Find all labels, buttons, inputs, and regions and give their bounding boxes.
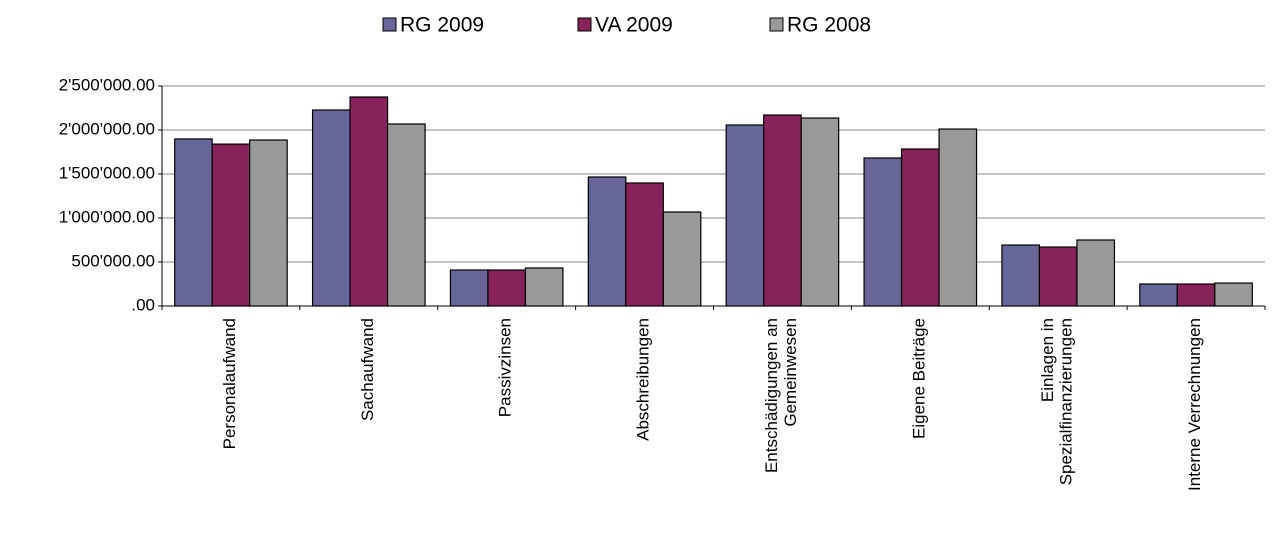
x-tick-label: Personalaufwand <box>220 318 239 449</box>
legend-label: RG 2008 <box>787 14 871 37</box>
legend-swatch <box>577 17 592 32</box>
y-tick-label: 1'000'000.00 <box>59 207 155 226</box>
bar <box>763 114 802 307</box>
bar <box>386 123 426 307</box>
bar <box>211 143 251 307</box>
x-tick-label: Abschreibungen <box>634 318 653 441</box>
x-tick-label: Eigene Beiträge <box>910 318 929 439</box>
y-tick-label: 2'500'000.00 <box>59 75 155 94</box>
bar <box>1176 283 1216 307</box>
legend-label: RG 2009 <box>400 14 484 37</box>
bar <box>662 211 702 307</box>
bar <box>625 182 664 307</box>
legend-swatch <box>382 17 397 32</box>
bar <box>1001 244 1041 307</box>
bar <box>725 124 765 307</box>
bar <box>863 157 903 307</box>
x-tick-label: Einlagen inSpezialfinanzierungen <box>1038 318 1076 485</box>
x-tick-label: Interne Verrechnungen <box>1186 318 1205 491</box>
bar <box>311 109 351 307</box>
legend-label: VA 2009 <box>595 14 673 37</box>
bar <box>1038 246 1078 307</box>
bar <box>1076 239 1116 307</box>
x-tick-label: Sachaufwand <box>358 318 377 421</box>
bar <box>1139 283 1178 307</box>
bar <box>487 269 527 307</box>
y-tick-label: 1'500'000.00 <box>59 163 155 182</box>
bar <box>938 128 978 307</box>
bar <box>249 139 288 307</box>
y-tick-label: .00 <box>131 295 155 314</box>
bar <box>449 269 489 307</box>
y-tick-label: 500'000.00 <box>71 251 155 270</box>
bar <box>1214 282 1253 307</box>
bar <box>349 96 389 307</box>
legend: RG 2009 VA 2009 RG 2008 <box>382 14 871 37</box>
bar <box>900 148 940 307</box>
x-tick-label: Entschädigungen anGemeinwesen <box>763 318 801 473</box>
bar <box>800 117 840 307</box>
legend-swatch <box>769 17 784 32</box>
y-tick-label: 2'000'000.00 <box>59 119 155 138</box>
bar <box>587 176 627 307</box>
bar <box>174 138 213 307</box>
x-tick-label: Passivzinsen <box>496 318 515 417</box>
bar <box>524 267 564 307</box>
